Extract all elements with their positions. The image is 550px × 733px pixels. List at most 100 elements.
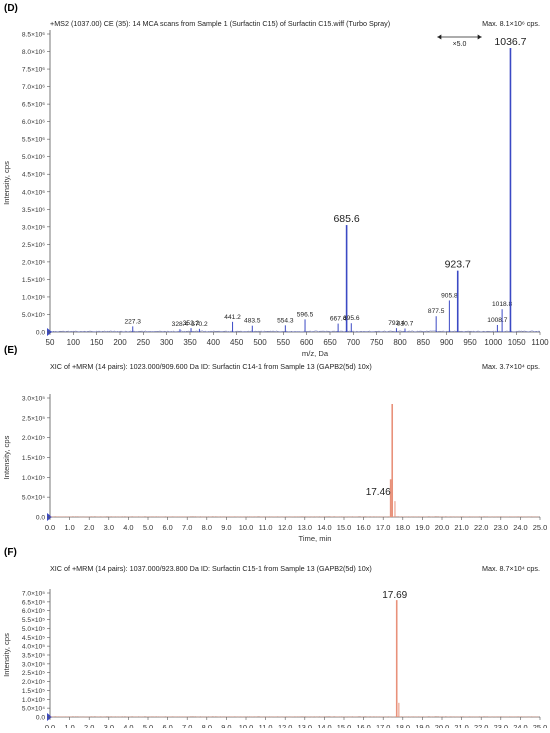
y-axis-label: Intensity, cps [2, 435, 11, 479]
max-label: Max. 3.7×10⁴ cps. [482, 362, 540, 371]
x-tick-label: 1.0 [64, 523, 74, 532]
x-tick-label: 5.0 [143, 523, 153, 532]
x-tick-label: 0.0 [45, 723, 55, 728]
y-tick-label: 7.5×10⁶ [22, 67, 45, 74]
x-tick-label: 21.0 [454, 523, 468, 532]
x-tick-label: 18.0 [396, 523, 410, 532]
y-tick-label: 1.5×10⁵ [22, 688, 45, 695]
x-tick-label: 20.0 [435, 723, 449, 728]
x-tick-label: 23.0 [494, 723, 508, 728]
y-tick-label: 0.0 [36, 715, 45, 722]
y-tick-label: 6.5×10⁵ [22, 599, 45, 606]
peak-label: 483.5 [244, 318, 261, 325]
x-tick-label: 14.0 [317, 723, 331, 728]
y-tick-label: 8.0×10⁶ [22, 49, 45, 56]
x-tick-label: 4.0 [123, 723, 133, 728]
y-tick-label: 0.0 [36, 515, 45, 522]
y-tick-label: 1.0×10⁶ [22, 294, 45, 301]
x-tick-label: 850 [417, 338, 431, 347]
zoom-label: ×5.0 [453, 41, 467, 48]
x-tick-label: 3.0 [104, 723, 114, 728]
x-tick-label: 950 [463, 338, 477, 347]
x-tick-label: 750 [370, 338, 384, 347]
y-tick-label: 4.5×10⁵ [22, 635, 45, 642]
x-tick-label: 1.0 [64, 723, 74, 728]
y-tick-label: 0.0 [36, 330, 45, 337]
apex-label: 17.46 [366, 487, 391, 498]
peak-label: 1018.8 [492, 301, 513, 308]
peak-label: 370.2 [191, 321, 208, 328]
x-tick-label: 8.0 [202, 523, 212, 532]
x-tick-label: 14.0 [317, 523, 331, 532]
y-tick-label: 3.0×10⁶ [22, 224, 45, 231]
x-tick-label: 4.0 [123, 523, 133, 532]
x-tick-label: 10.0 [239, 523, 253, 532]
peak-label: 1008.7 [487, 317, 508, 324]
panel-label: (E) [4, 345, 17, 356]
y-tick-label: 6.5×10⁶ [22, 102, 45, 109]
x-tick-label: 15.0 [337, 523, 351, 532]
peak-label: 227.3 [124, 318, 141, 325]
peak-label: 877.5 [428, 308, 445, 315]
peak-label: 441.2 [224, 314, 241, 321]
chart-title: XIC of +MRM (14 pairs): 1023.000/909.600… [50, 362, 372, 371]
x-tick-label: 22.0 [474, 723, 488, 728]
y-tick-label: 2.0×10⁶ [22, 259, 45, 266]
x-tick-label: 1050 [508, 338, 526, 347]
x-tick-label: 17.0 [376, 523, 390, 532]
x-tick-label: 200 [113, 338, 127, 347]
x-tick-label: 22.0 [474, 523, 488, 532]
x-tick-label: 150 [90, 338, 104, 347]
x-tick-label: 250 [137, 338, 151, 347]
x-tick-label: 300 [160, 338, 174, 347]
y-tick-label: 3.0×10⁵ [22, 396, 45, 403]
x-tick-label: 13.0 [298, 523, 312, 532]
y-tick-label: 8.5×10⁶ [22, 32, 45, 39]
x-tick-label: 8.0 [202, 723, 212, 728]
y-tick-label: 1.5×10⁶ [22, 277, 45, 284]
y-tick-label: 3.5×10⁶ [22, 207, 45, 214]
y-tick-label: 2.5×10⁵ [22, 670, 45, 677]
x-axis-label: m/z, Da [302, 349, 329, 358]
x-tick-label: 21.0 [454, 723, 468, 728]
x-tick-label: 9.0 [221, 523, 231, 532]
y-tick-label: 2.0×10⁵ [22, 435, 45, 442]
x-tick-label: 900 [440, 338, 454, 347]
x-tick-label: 15.0 [337, 723, 351, 728]
max-label: Max. 8.7×10⁴ cps. [482, 564, 540, 573]
max-label: Max. 8.1×10⁶ cps. [482, 19, 540, 28]
panel-label: (D) [4, 3, 18, 14]
x-tick-label: 350 [183, 338, 197, 347]
y-tick-label: 6.0×10⁵ [22, 608, 45, 615]
y-tick-label: 6.0×10⁶ [22, 119, 45, 126]
arrow-left-icon [437, 35, 441, 40]
x-tick-label: 7.0 [182, 523, 192, 532]
x-tick-label: 18.0 [396, 723, 410, 728]
y-tick-label: 7.0×10⁶ [22, 84, 45, 91]
x-tick-label: 19.0 [415, 523, 429, 532]
y-tick-label: 5.5×10⁵ [22, 617, 45, 624]
x-tick-label: 6.0 [162, 723, 172, 728]
x-tick-label: 2.0 [84, 723, 94, 728]
x-tick-label: 20.0 [435, 523, 449, 532]
x-tick-label: 25.0 [533, 523, 547, 532]
peak-label: 1036.7 [494, 36, 526, 48]
y-tick-label: 5.0×10⁵ [22, 312, 45, 319]
y-tick-label: 7.0×10⁵ [22, 591, 45, 598]
apex-label: 17.69 [382, 590, 407, 601]
y-tick-label: 2.5×10⁶ [22, 242, 45, 249]
x-tick-label: 600 [300, 338, 314, 347]
arrow-right-icon [478, 35, 482, 40]
y-tick-label: 4.0×10⁶ [22, 189, 45, 196]
peak-label: 923.7 [445, 259, 471, 271]
y-tick-label: 3.0×10⁵ [22, 661, 45, 668]
x-tick-label: 17.0 [376, 723, 390, 728]
x-tick-label: 0.0 [45, 523, 55, 532]
y-tick-label: 1.0×10⁵ [22, 697, 45, 704]
x-tick-label: 2.0 [84, 523, 94, 532]
peak-label: 810.7 [397, 320, 414, 327]
x-tick-label: 10.0 [239, 723, 253, 728]
peak-label: 905.8 [441, 292, 458, 299]
peak-label: 695.6 [343, 315, 360, 322]
